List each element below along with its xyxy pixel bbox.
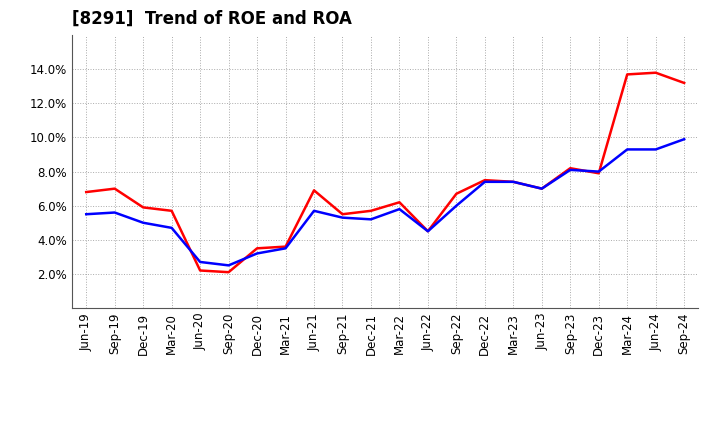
ROE (253, 246, 261, 251)
ROA (509, 179, 518, 184)
ROE (82, 189, 91, 194)
ROA (395, 206, 404, 212)
ROE (480, 177, 489, 183)
ROA (480, 179, 489, 184)
ROE (167, 208, 176, 213)
ROA (167, 225, 176, 231)
ROE (423, 229, 432, 234)
ROA (139, 220, 148, 225)
ROE (110, 186, 119, 191)
ROE (537, 186, 546, 191)
ROA (537, 186, 546, 191)
ROA (595, 169, 603, 174)
ROE (225, 270, 233, 275)
ROE (595, 171, 603, 176)
ROA (652, 147, 660, 152)
ROE (623, 72, 631, 77)
ROE (366, 208, 375, 213)
ROE (395, 200, 404, 205)
ROA (310, 208, 318, 213)
ROA (82, 212, 91, 217)
ROA (196, 259, 204, 264)
ROE (310, 188, 318, 193)
ROA (225, 263, 233, 268)
ROA (338, 215, 347, 220)
ROE (282, 244, 290, 249)
ROE (139, 205, 148, 210)
Line: ROE: ROE (86, 73, 684, 272)
ROA (623, 147, 631, 152)
ROE (652, 70, 660, 75)
ROA (566, 167, 575, 172)
ROA (452, 203, 461, 209)
ROA (110, 210, 119, 215)
ROA (253, 251, 261, 256)
ROA (680, 136, 688, 142)
ROE (196, 268, 204, 273)
ROE (509, 179, 518, 184)
Text: [8291]  Trend of ROE and ROA: [8291] Trend of ROE and ROA (72, 10, 352, 28)
ROE (338, 212, 347, 217)
ROE (566, 165, 575, 171)
ROA (366, 216, 375, 222)
ROA (423, 229, 432, 234)
ROA (282, 246, 290, 251)
ROE (452, 191, 461, 196)
ROE (680, 80, 688, 85)
Line: ROA: ROA (86, 139, 684, 265)
